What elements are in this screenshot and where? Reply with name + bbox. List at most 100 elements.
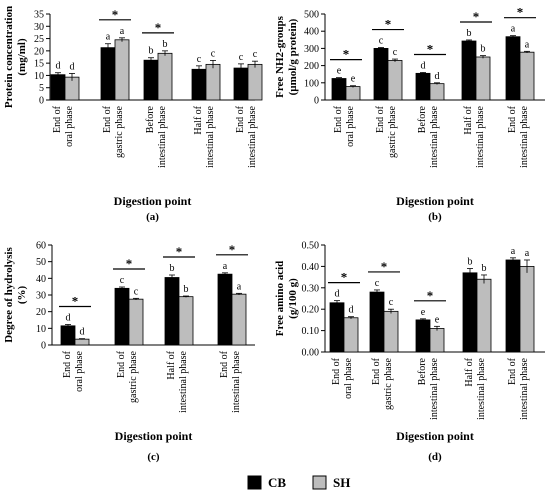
y-tick-label: 0.00 [302, 348, 320, 359]
x-category-label-line: intestinal phase [178, 350, 189, 412]
significance-letter: d [421, 60, 426, 71]
x-category-label: Half ofintestinal phase [464, 357, 487, 420]
bar-sh [519, 51, 535, 101]
bar-cb [462, 272, 478, 353]
y-tick-label: 200 [304, 61, 319, 72]
significance-star: * [126, 256, 133, 271]
y-axis-label-line: (mg/ml) [16, 38, 28, 76]
significance-star: * [72, 294, 79, 309]
significance-letter: c [211, 48, 216, 59]
significance-star: * [229, 242, 236, 257]
bar-cb [60, 325, 76, 346]
panel-label: (a) [146, 211, 159, 223]
x-category-label-line: intestinal phase [429, 105, 440, 167]
bar-cb [373, 48, 389, 101]
x-category-label: End ofintestinal phase [507, 357, 530, 420]
y-axis-label-line: (µmol/g protein) [287, 18, 299, 95]
x-category-label: End ofgastric phase [371, 357, 394, 410]
bar-cb [369, 291, 385, 353]
y-axis-label-line: Protein concentration [3, 6, 15, 108]
y-tick-label: 500 [304, 10, 319, 21]
x-category-label-line: End of [235, 105, 246, 133]
legend-label-cb: CB [268, 475, 286, 490]
y-tick-label: 0.50 [302, 241, 320, 252]
x-axis-label: Digestion point [114, 194, 192, 208]
y-tick-label: 20 [36, 307, 46, 318]
x-category-label-line: End of [371, 357, 382, 385]
x-category-label-line: oral phase [345, 105, 356, 146]
bar-cb [143, 59, 159, 101]
x-category-label-line: Before [417, 357, 428, 385]
significance-letter: c [197, 54, 202, 65]
x-category-label-line: End of [375, 105, 386, 133]
y-tick-label: 100 [304, 78, 319, 89]
x-category-label-line: intestinal phase [519, 105, 530, 167]
significance-star: * [385, 17, 392, 32]
x-category-label: Beforeintestinal phase [417, 105, 440, 167]
y-tick-label: 15 [34, 59, 44, 70]
x-category-label-line: End of [507, 105, 518, 133]
bar-cb [233, 67, 249, 101]
bar-cb [114, 287, 130, 346]
y-tick-label: 5 [39, 83, 44, 94]
significance-letter: a [237, 281, 242, 292]
y-axis-label-line: (%) [16, 286, 28, 305]
x-category-label-line: Before [145, 105, 156, 133]
legend: CB SH [247, 475, 350, 490]
significance-letter: d [56, 61, 61, 72]
bar-sh [519, 265, 535, 353]
bar-cb [50, 74, 66, 101]
bar-sh [429, 328, 445, 353]
y-axis-label-line: Free NH2-groups [274, 15, 286, 97]
significance-star: * [112, 7, 119, 22]
x-category-label: End ofintestinal phase [235, 105, 258, 168]
x-category-label-line: End of [116, 350, 127, 378]
significance-letter: a [106, 32, 111, 43]
bar-cb [415, 72, 431, 101]
x-category-label-line: gastric phase [128, 350, 139, 402]
x-category-label-line: intestinal phase [231, 350, 242, 412]
legend-swatch-cb [247, 475, 262, 490]
significance-letter: d [335, 289, 340, 300]
significance-letter: b [163, 39, 168, 50]
significance-letter: a [511, 246, 516, 257]
significance-letter: d [80, 327, 85, 338]
x-category-label-line: gastric phase [114, 105, 125, 157]
x-category-label-line: intestinal phase [476, 357, 487, 419]
x-category-label-line: intestinal phase [519, 357, 530, 419]
x-category-label: End ofgastric phase [375, 105, 398, 158]
significance-letter: c [120, 275, 125, 286]
y-tick-label: 30 [34, 22, 44, 33]
panel-label: (c) [147, 451, 160, 463]
y-tick-label: 0.30 [302, 283, 320, 294]
bar-cb [461, 40, 477, 101]
bar-cb [331, 78, 347, 101]
significance-letter: b [467, 28, 472, 39]
significance-letter: c [134, 286, 139, 297]
significance-letter: c [393, 47, 398, 58]
y-tick-label: 0.40 [302, 262, 320, 273]
panel-label: (d) [428, 451, 442, 463]
bar-sh [476, 278, 492, 353]
significance-letter: d [66, 313, 71, 324]
significance-star: * [381, 259, 388, 274]
x-category-label: End oforal phase [52, 105, 75, 146]
x-axis-label: Digestion point [115, 429, 193, 443]
x-category-label-line: End of [62, 350, 73, 378]
significance-letter: a [223, 261, 228, 272]
legend-label-sh: SH [333, 475, 350, 490]
significance-letter: e [421, 307, 426, 318]
significance-letter: c [239, 52, 244, 63]
x-category-label-line: Before [417, 105, 428, 133]
y-tick-label: 40 [36, 274, 46, 285]
x-category-label: Half ofintestinal phase [193, 105, 216, 168]
x-category-label-line: End of [102, 105, 113, 133]
bar-cb [164, 277, 180, 346]
y-axis-label-line: Degree of hydrolysis [3, 247, 15, 343]
significance-letter: c [379, 36, 384, 47]
x-category-label-line: intestinal phase [475, 105, 486, 167]
x-category-label: Beforeintestinal phase [417, 357, 440, 419]
x-category-label: End ofintestinal phase [219, 350, 242, 413]
significance-letter: b [482, 263, 487, 274]
